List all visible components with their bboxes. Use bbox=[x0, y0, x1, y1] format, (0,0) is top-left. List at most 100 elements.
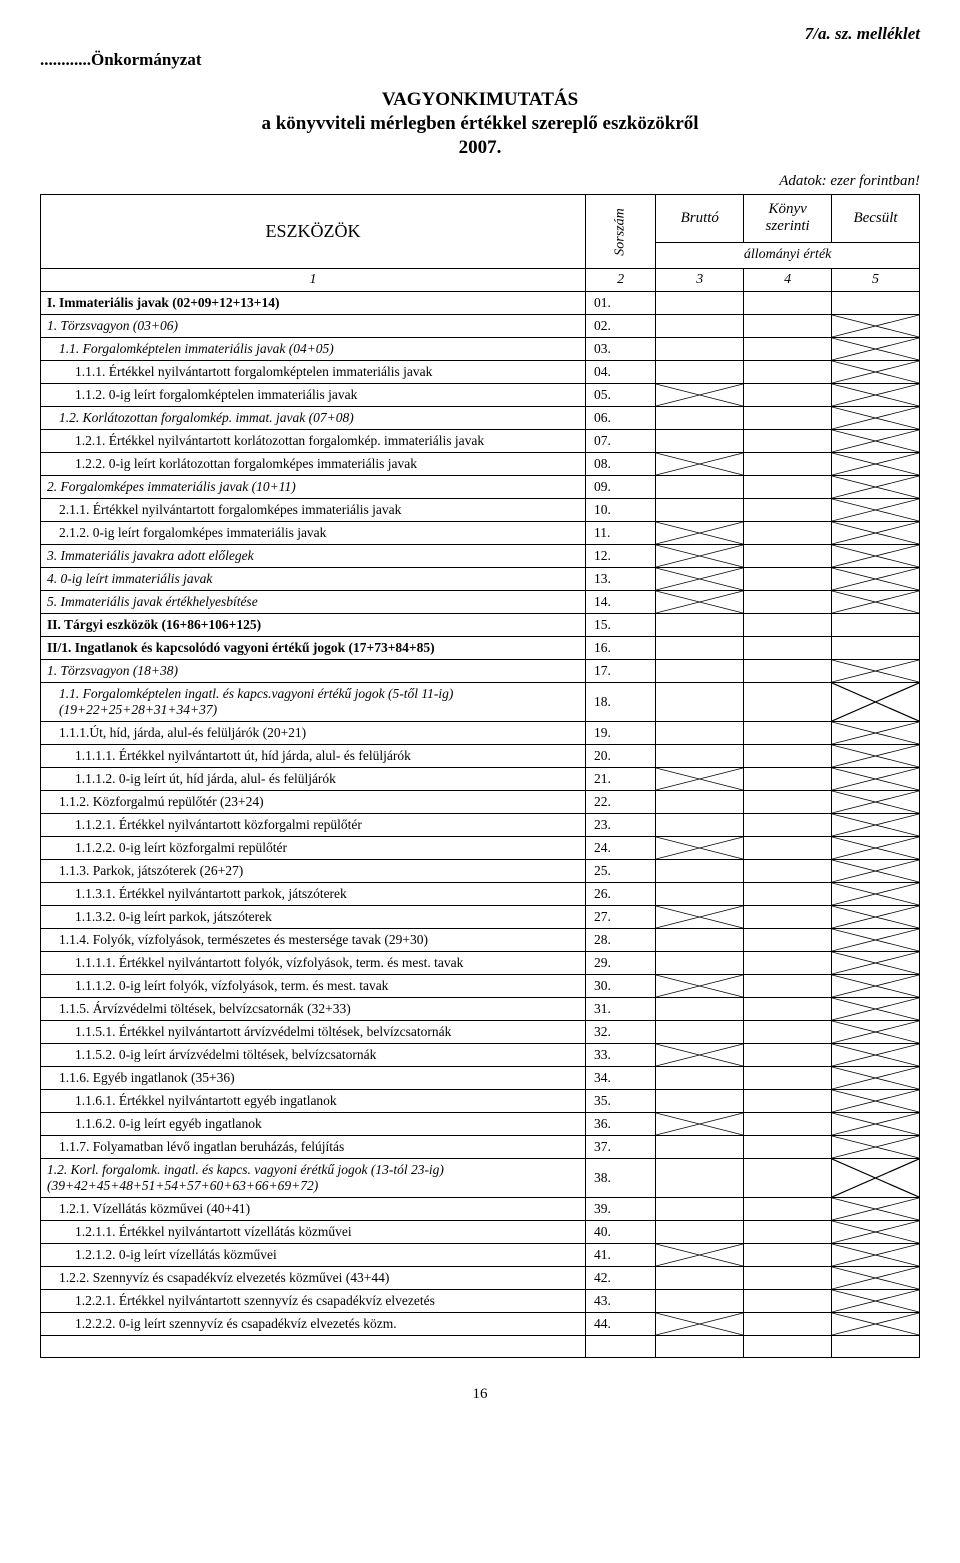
row-description: 1.1.3. Parkok, játszóterek (26+27) bbox=[41, 860, 586, 883]
value-cell bbox=[832, 545, 920, 568]
row-number: 43. bbox=[585, 1290, 655, 1313]
value-cell bbox=[744, 1044, 832, 1067]
attachment-label: 7/a. sz. melléklet bbox=[40, 24, 920, 44]
row-description: 1.1.6.1. Értékkel nyilvántartott egyéb i… bbox=[41, 1090, 586, 1113]
value-cell bbox=[656, 837, 744, 860]
table-row: 1.1.2.2. 0-ig leírt közforgalmi repülőté… bbox=[41, 837, 920, 860]
value-cell bbox=[656, 1136, 744, 1159]
table-row: 5. Immateriális javak értékhelyesbítése1… bbox=[41, 591, 920, 614]
table-row: 1.2.2.1. Értékkel nyilvántartott szennyv… bbox=[41, 1290, 920, 1313]
value-cell bbox=[744, 745, 832, 768]
empty-cell bbox=[585, 1336, 655, 1358]
table-body: I. Immateriális javak (02+09+12+13+14)01… bbox=[41, 292, 920, 1358]
row-description: 1.2. Korl. forgalomk. ingatl. és kapcs. … bbox=[41, 1159, 586, 1198]
value-cell bbox=[656, 998, 744, 1021]
value-cell bbox=[832, 906, 920, 929]
value-cell bbox=[832, 568, 920, 591]
value-cell bbox=[744, 430, 832, 453]
row-number: 19. bbox=[585, 722, 655, 745]
row-number: 15. bbox=[585, 614, 655, 637]
row-number: 13. bbox=[585, 568, 655, 591]
value-cell bbox=[656, 338, 744, 361]
title-line-1: VAGYONKIMUTATÁS bbox=[40, 88, 920, 112]
row-number: 20. bbox=[585, 745, 655, 768]
value-cell bbox=[744, 522, 832, 545]
row-description: 1.2. Korlátozottan forgalomkép. immat. j… bbox=[41, 407, 586, 430]
th-eszkozok: ESZKÖZÖK bbox=[41, 195, 586, 269]
row-number: 05. bbox=[585, 384, 655, 407]
value-cell bbox=[832, 476, 920, 499]
value-cell bbox=[832, 860, 920, 883]
value-cell bbox=[656, 1044, 744, 1067]
value-cell bbox=[744, 1267, 832, 1290]
row-number: 25. bbox=[585, 860, 655, 883]
value-cell bbox=[832, 768, 920, 791]
value-cell bbox=[832, 791, 920, 814]
value-cell bbox=[744, 1067, 832, 1090]
value-cell bbox=[832, 1290, 920, 1313]
value-cell bbox=[656, 1221, 744, 1244]
table-row: 3. Immateriális javakra adott előlegek12… bbox=[41, 545, 920, 568]
value-cell bbox=[656, 614, 744, 637]
value-cell bbox=[656, 476, 744, 499]
empty-cell bbox=[41, 1336, 586, 1358]
value-cell bbox=[832, 1136, 920, 1159]
row-number: 44. bbox=[585, 1313, 655, 1336]
value-cell bbox=[744, 929, 832, 952]
value-cell bbox=[744, 1159, 832, 1198]
column-index-row: 1 2 3 4 5 bbox=[41, 269, 920, 292]
row-description: 1.2.1. Vízellátás közművei (40+41) bbox=[41, 1198, 586, 1221]
row-description: 1.1.1.1. Értékkel nyilvántartott út, híd… bbox=[41, 745, 586, 768]
value-cell bbox=[744, 292, 832, 315]
value-cell bbox=[656, 1267, 744, 1290]
col-idx-4: 4 bbox=[744, 269, 832, 292]
value-cell bbox=[832, 883, 920, 906]
table-row: 1.2.1. Értékkel nyilvántartott korlátozo… bbox=[41, 430, 920, 453]
value-cell bbox=[832, 998, 920, 1021]
row-description: I. Immateriális javak (02+09+12+13+14) bbox=[41, 292, 586, 315]
value-cell bbox=[744, 338, 832, 361]
value-cell bbox=[656, 768, 744, 791]
table-row: 1.1.4. Folyók, vízfolyások, természetes … bbox=[41, 929, 920, 952]
col-idx-1: 1 bbox=[41, 269, 586, 292]
value-cell bbox=[656, 660, 744, 683]
value-cell bbox=[656, 499, 744, 522]
row-description: 1.1.6. Egyéb ingatlanok (35+36) bbox=[41, 1067, 586, 1090]
row-number: 09. bbox=[585, 476, 655, 499]
table-row: 1.1.6.1. Értékkel nyilvántartott egyéb i… bbox=[41, 1090, 920, 1113]
row-description: 2.1.2. 0-ig leírt forgalomképes immateri… bbox=[41, 522, 586, 545]
row-number: 23. bbox=[585, 814, 655, 837]
title-line-2: a könyvviteli mérlegben értékkel szerepl… bbox=[40, 112, 920, 136]
table-row: 1.1.1.2. 0-ig leírt folyók, vízfolyások,… bbox=[41, 975, 920, 998]
value-cell bbox=[656, 952, 744, 975]
value-cell bbox=[744, 791, 832, 814]
row-description: 1.1. Forgalomképtelen ingatl. és kapcs.v… bbox=[41, 683, 586, 722]
value-cell bbox=[744, 1290, 832, 1313]
th-sorszam-text: Sorszám bbox=[613, 209, 629, 256]
table-row: 1.1.1.1. Értékkel nyilvántartott folyók,… bbox=[41, 952, 920, 975]
row-number: 41. bbox=[585, 1244, 655, 1267]
row-number: 29. bbox=[585, 952, 655, 975]
row-number: 21. bbox=[585, 768, 655, 791]
value-cell bbox=[832, 1044, 920, 1067]
table-row: 4. 0-ig leírt immateriális javak13. bbox=[41, 568, 920, 591]
value-cell bbox=[832, 453, 920, 476]
table-row: 1.1.6.2. 0-ig leírt egyéb ingatlanok36. bbox=[41, 1113, 920, 1136]
value-cell bbox=[656, 637, 744, 660]
value-cell bbox=[656, 814, 744, 837]
value-cell bbox=[656, 361, 744, 384]
value-cell bbox=[832, 1244, 920, 1267]
table-row: 1.1.5.1. Értékkel nyilvántartott árvízvé… bbox=[41, 1021, 920, 1044]
value-cell bbox=[656, 745, 744, 768]
table-row: 1. Törzsvagyon (18+38)17. bbox=[41, 660, 920, 683]
value-cell bbox=[832, 1221, 920, 1244]
row-number: 04. bbox=[585, 361, 655, 384]
row-description: 3. Immateriális javakra adott előlegek bbox=[41, 545, 586, 568]
row-number: 11. bbox=[585, 522, 655, 545]
value-cell bbox=[656, 975, 744, 998]
value-cell bbox=[656, 430, 744, 453]
value-cell bbox=[744, 591, 832, 614]
value-cell bbox=[832, 384, 920, 407]
row-description: 1.1.4. Folyók, vízfolyások, természetes … bbox=[41, 929, 586, 952]
row-number: 39. bbox=[585, 1198, 655, 1221]
